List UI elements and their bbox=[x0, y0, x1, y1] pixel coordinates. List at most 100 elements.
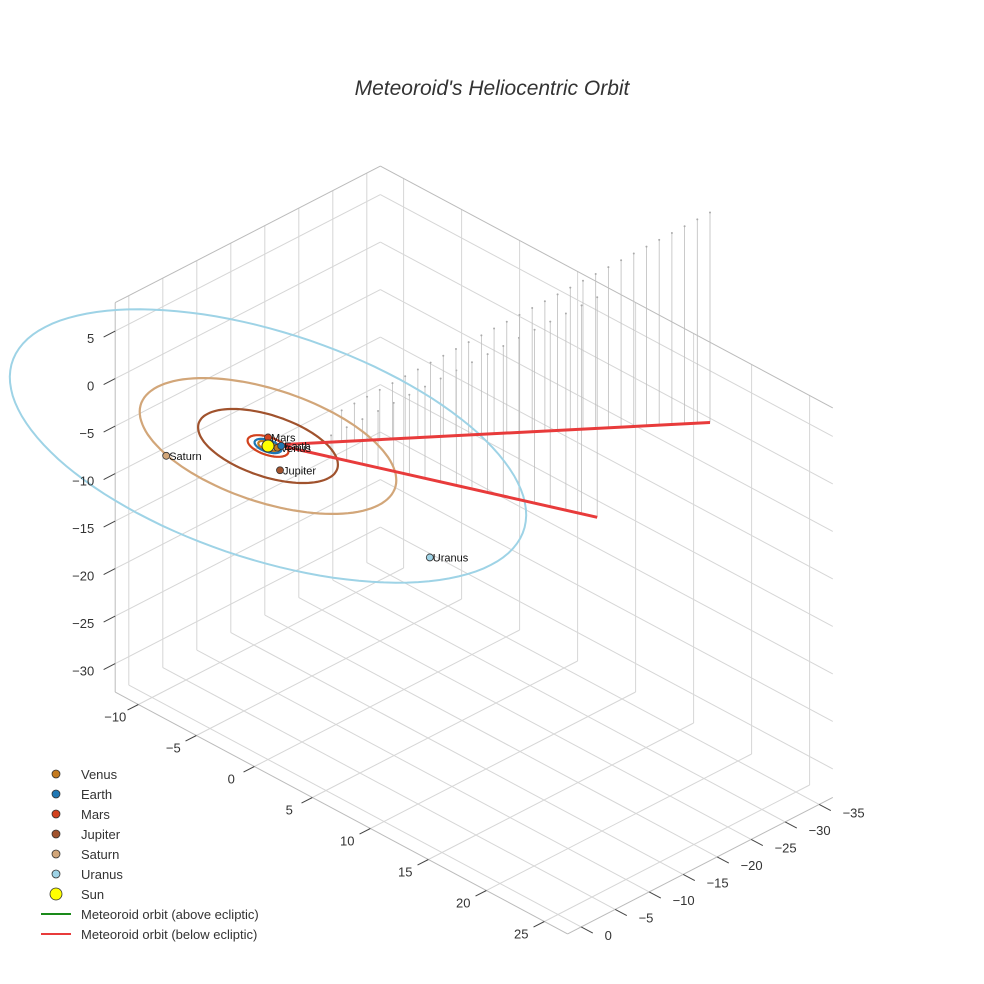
z-tick-label: −25 bbox=[72, 616, 94, 631]
z-tick-mark bbox=[103, 520, 116, 528]
drop-marker bbox=[424, 385, 427, 388]
drop-marker bbox=[502, 345, 505, 348]
z-tick-label: −10 bbox=[72, 473, 94, 488]
x-tick-label: 0 bbox=[228, 771, 235, 786]
x-tick-mark bbox=[359, 828, 371, 835]
y-tick-mark bbox=[784, 821, 798, 829]
drop-marker bbox=[632, 252, 635, 255]
grid-line bbox=[380, 289, 834, 532]
drop-marker bbox=[392, 401, 395, 404]
drop-marker bbox=[531, 307, 534, 310]
drop-marker bbox=[454, 347, 457, 350]
drop-marker bbox=[580, 304, 583, 307]
y-tick-label: −20 bbox=[741, 858, 763, 873]
drop-marker bbox=[569, 286, 572, 289]
axis-edge bbox=[380, 165, 834, 409]
y-tick-label: −25 bbox=[775, 841, 797, 856]
planet-label-venus: Venus bbox=[280, 443, 311, 455]
y-tick-mark bbox=[716, 856, 730, 864]
x-tick-mark bbox=[243, 766, 255, 773]
drop-marker bbox=[518, 313, 521, 316]
grid-line bbox=[332, 579, 786, 823]
planet-uranus bbox=[425, 553, 434, 562]
grid-line bbox=[162, 667, 616, 910]
drop-marker bbox=[670, 232, 673, 235]
meteoroid-segment bbox=[276, 421, 711, 447]
z-tick-label: 0 bbox=[87, 378, 94, 393]
drop-marker bbox=[658, 238, 661, 241]
legend-marker bbox=[51, 849, 61, 859]
z-tick-mark bbox=[103, 615, 116, 623]
meteoroid-segment bbox=[276, 443, 598, 519]
grid-line bbox=[196, 649, 650, 893]
axis-ticks: −10 −5 0 5 10 15 20 25 −35 −30 −25 −20 −15 −10 −5 0 5 0 −5… bbox=[72, 330, 865, 943]
drop-marker bbox=[607, 266, 610, 269]
drop-marker bbox=[543, 300, 546, 303]
z-tick-mark bbox=[103, 425, 116, 433]
z-tick-mark bbox=[103, 378, 116, 385]
drop-marker bbox=[408, 393, 411, 396]
legend-label: Meteoroid orbit (above ecliptic) bbox=[81, 907, 259, 922]
axis-edge bbox=[114, 165, 381, 304]
x-tick-label: 25 bbox=[514, 926, 528, 941]
grid-line bbox=[114, 241, 381, 380]
grid-line bbox=[370, 691, 636, 829]
drop-marker bbox=[556, 293, 559, 296]
orbit-uranus bbox=[8, 308, 528, 584]
drop-marker bbox=[353, 402, 356, 405]
grid-line bbox=[380, 241, 834, 485]
x-tick-label: 20 bbox=[456, 895, 470, 910]
legend-label: Venus bbox=[81, 767, 118, 782]
x-tick-label: 5 bbox=[286, 802, 293, 817]
x-tick-mark bbox=[127, 704, 139, 711]
legend-marker bbox=[51, 869, 61, 879]
grid-line bbox=[380, 194, 834, 437]
planet-label-saturn: Saturn bbox=[169, 451, 201, 463]
drop-marker bbox=[330, 434, 333, 437]
drop-marker bbox=[361, 418, 364, 421]
planet-jupiter bbox=[276, 466, 284, 475]
z-tick-label: −5 bbox=[79, 426, 94, 441]
drop-marker bbox=[467, 341, 470, 344]
axis-grid bbox=[114, 165, 834, 935]
drop-marker bbox=[442, 354, 445, 357]
y-tick-label: −35 bbox=[843, 806, 865, 821]
grid-line bbox=[114, 384, 381, 522]
drop-marker bbox=[480, 334, 483, 337]
drop-marker bbox=[429, 361, 432, 364]
z-tick-mark bbox=[103, 663, 116, 670]
grid-line bbox=[380, 336, 834, 580]
grid-line bbox=[114, 526, 381, 665]
grid-line bbox=[544, 784, 810, 922]
legend-label: Uranus bbox=[81, 867, 123, 882]
y-tick-label: −15 bbox=[707, 876, 729, 891]
planet-label-jupiter: Jupiter bbox=[283, 465, 316, 477]
x-tick-label: 15 bbox=[398, 864, 412, 879]
drop-marker bbox=[404, 375, 407, 378]
planet-saturn bbox=[162, 451, 171, 460]
planet-label-mars: Mars bbox=[271, 432, 296, 444]
meteoroid-orbit bbox=[276, 421, 711, 519]
planet-label-earth: Earth bbox=[284, 441, 310, 453]
drop-marker bbox=[378, 388, 381, 391]
y-tick-mark bbox=[682, 873, 696, 882]
legend-marker bbox=[51, 809, 61, 819]
axis-line-x bbox=[114, 691, 568, 935]
drop-marker bbox=[340, 409, 343, 412]
drop-marker bbox=[696, 218, 699, 221]
drop-marker bbox=[505, 320, 508, 323]
legend-label: Saturn bbox=[81, 847, 119, 862]
grid-line bbox=[486, 753, 752, 891]
grid-line bbox=[230, 632, 684, 875]
grid-line bbox=[366, 562, 820, 805]
y-tick-label: −30 bbox=[809, 823, 831, 838]
legend[interactable]: Venus Earth Mars Jupiter Saturn Uranus Sun Mete… bbox=[41, 767, 259, 942]
y-tick-label: 0 bbox=[605, 928, 612, 943]
z-tick-label: −15 bbox=[72, 521, 94, 536]
drop-marker bbox=[470, 361, 473, 364]
axis-line-y bbox=[567, 796, 834, 935]
x-tick-mark bbox=[475, 890, 487, 897]
drop-marker bbox=[533, 328, 536, 331]
